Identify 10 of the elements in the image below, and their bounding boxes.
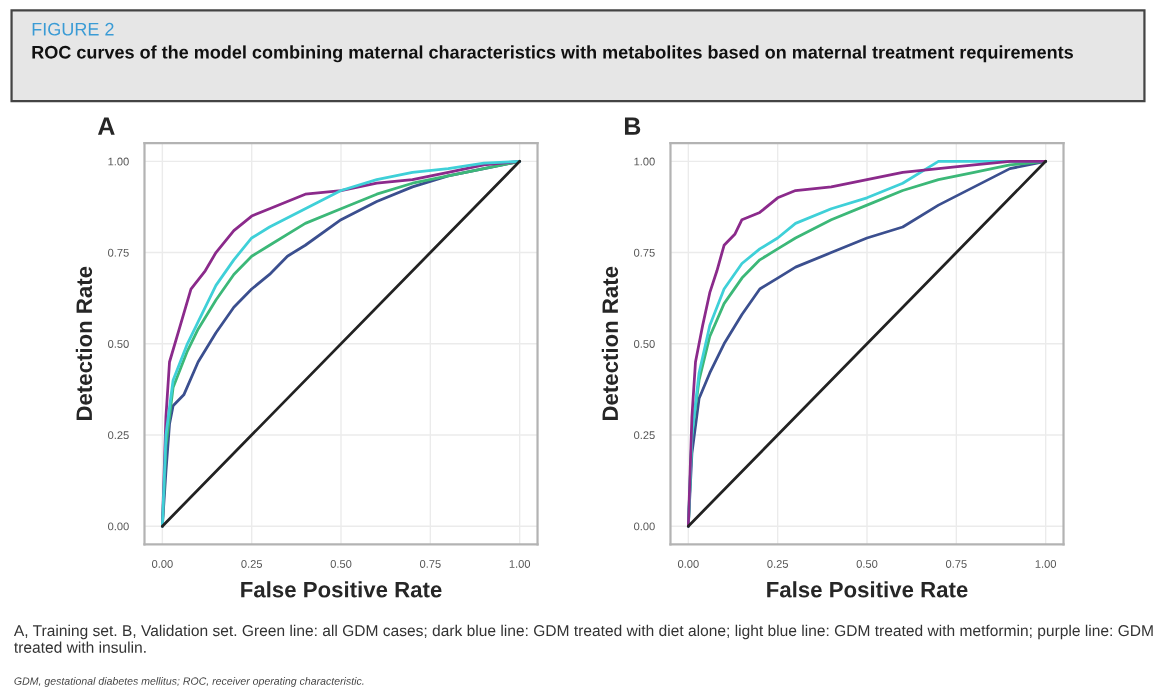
y-axis-title: Detection Rate	[75, 266, 93, 421]
caption: FIGURE 2	[32, 22, 114, 36]
x-axis-title: False Positive Rate	[767, 581, 968, 598]
text: ROC curves of the model combining maternal characteristics with metabolites based on maternal treatment requirements	[32, 45, 1073, 63]
y-axis-title: Detection Rate	[601, 266, 619, 421]
chart-title: B	[624, 117, 641, 135]
x-axis-title: False Positive Rate	[241, 581, 442, 598]
line-series	[686, 159, 1048, 528]
line-series	[160, 159, 522, 528]
chart-title: A	[97, 117, 115, 135]
